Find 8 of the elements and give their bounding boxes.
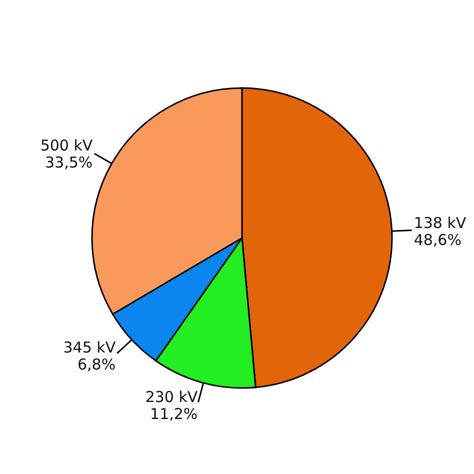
data-label: 48,6% <box>414 231 462 250</box>
slice-label: 345 kV <box>63 338 116 357</box>
slice-label: 138 kV <box>414 214 467 232</box>
data-label: 11,2% <box>150 405 198 424</box>
data-label: 33,5% <box>45 154 93 172</box>
slice-label: 230 kV <box>145 388 198 406</box>
data-label: 6,8% <box>78 356 116 374</box>
slice-label: 500 kV <box>40 136 94 155</box>
